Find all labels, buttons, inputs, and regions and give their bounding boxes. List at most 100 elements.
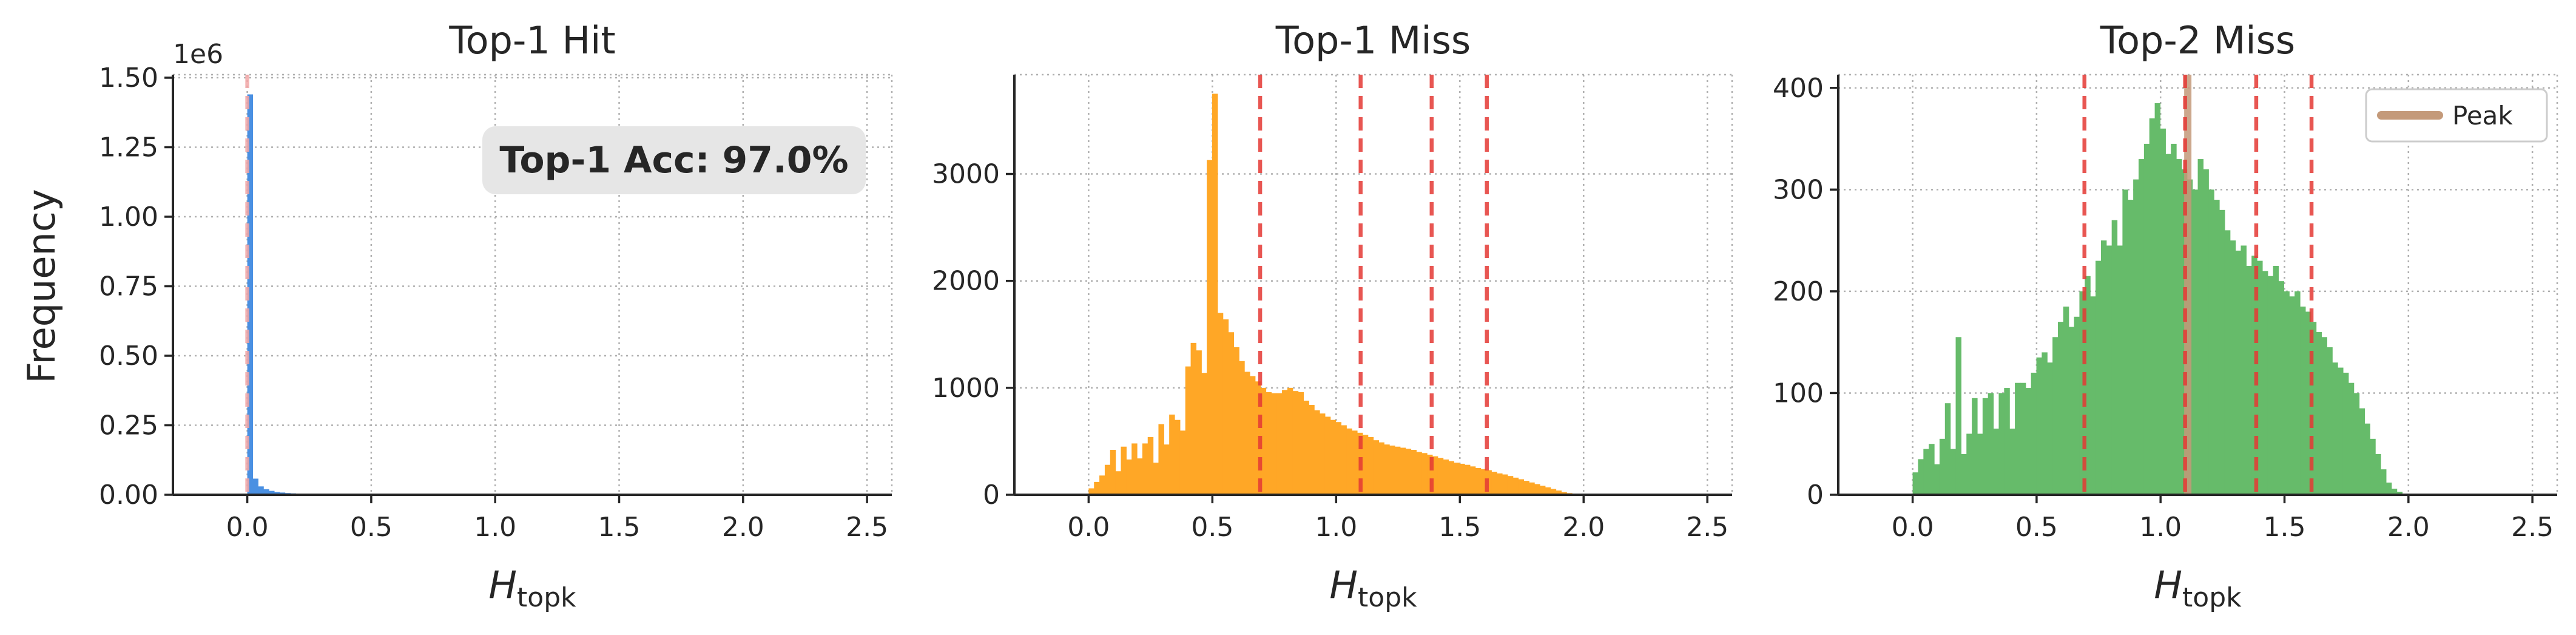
y-tick-label: 1.50 [99, 63, 158, 93]
y-tick-label: 400 [1773, 73, 1824, 104]
histogram-bar [2154, 103, 2161, 495]
histogram-bar [1164, 444, 1170, 495]
x-axis-label-base: H [1329, 563, 1358, 607]
histogram-bar [2074, 316, 2080, 495]
subplot-title: Top-2 Miss [2100, 18, 2295, 63]
histogram-bar [1131, 443, 1138, 495]
histogram-bar [1977, 433, 1983, 495]
histogram-bar [1518, 479, 1524, 495]
histogram-bar [2338, 367, 2344, 495]
y-offset-text: 1e6 [173, 39, 223, 70]
histogram-bar [2063, 307, 2069, 495]
histogram-bar [2284, 291, 2290, 495]
chart-panels: 0.0 0.5 1.0 1.5 2.0 2.50.000.250.500.751.001.… [19, 18, 2558, 613]
histogram-bar [1137, 458, 1143, 495]
histogram-bar [1497, 473, 1503, 495]
histogram-bar [1303, 400, 1309, 495]
histogram-bar [1201, 373, 1207, 495]
histogram-bar [1432, 456, 1438, 495]
histogram-bar [2100, 240, 2107, 495]
histogram-bar [1411, 450, 1417, 495]
x-axis-label: Htopk [2154, 563, 2242, 613]
histogram-bar [1330, 419, 1337, 495]
histogram-bar [1912, 472, 1919, 495]
histogram-bar [2090, 296, 2096, 495]
histogram-bar [2381, 469, 2387, 495]
x-tick-label: 0.5 [1191, 512, 1233, 543]
histogram-bar [2047, 362, 2053, 495]
histogram-bars [1912, 103, 2408, 495]
y-tick-label: 0 [1807, 480, 1824, 511]
histogram-bar [2143, 143, 2150, 495]
histogram-bar [1384, 444, 1390, 495]
histogram-bar [1207, 160, 1213, 495]
y-axis-label: Frequency [19, 189, 64, 383]
y-tick-label: 100 [1773, 378, 1824, 409]
histogram-bar [1341, 425, 1347, 495]
histogram-bar [2004, 388, 2010, 495]
histogram-bar [1196, 350, 1202, 495]
histogram-bar [1185, 366, 1192, 495]
y-tick-label: 300 [1773, 174, 1824, 205]
y-tick-label: 0.75 [99, 271, 158, 302]
histogram-bar [1255, 381, 1261, 495]
histogram-bar [1115, 471, 1122, 495]
histogram-bar [1266, 392, 1272, 495]
histogram-bar [1475, 467, 1482, 495]
histogram-bar [1469, 466, 1476, 495]
y-tick-label: 0.00 [99, 480, 158, 511]
histogram-bar [2171, 143, 2177, 495]
histogram-bar [1955, 337, 1961, 495]
histogram-bar [1988, 393, 1994, 495]
histogram-bar [1448, 461, 1454, 495]
histogram-bar [2009, 429, 2015, 495]
annotation-text: Top-1 Acc: 97.0% [499, 139, 848, 182]
x-tick-label: 2.5 [1686, 512, 1728, 543]
histogram-bar [1239, 361, 1245, 495]
histogram-bar [2289, 296, 2295, 495]
subplot-title: Top-1 Miss [1275, 18, 1471, 63]
histogram-bar [1993, 429, 2000, 495]
y-tick-label: 1.25 [99, 132, 158, 163]
histogram-bar [2042, 352, 2048, 495]
histogram-bar [1480, 469, 1487, 495]
histogram-bar [2321, 337, 2327, 495]
histogram-bar [1966, 433, 1972, 495]
histogram-bar [1233, 347, 1239, 495]
histogram-bar [1292, 391, 1299, 495]
histogram-bar [2262, 271, 2268, 495]
histogram-bar [1427, 454, 1433, 495]
histogram-bar [2224, 230, 2231, 495]
histogram-bar [2015, 382, 2021, 495]
histogram-bar [252, 478, 258, 495]
histogram-bar [2385, 482, 2392, 495]
histogram-bar [1416, 452, 1422, 495]
histogram-bar [1244, 372, 1250, 495]
histogram-bar [2096, 260, 2102, 495]
x-tick-label: 2.5 [846, 512, 888, 543]
histogram-bar [1346, 428, 1352, 495]
histogram-bar [2219, 209, 2225, 495]
y-tick-label: 1000 [932, 373, 1000, 404]
histogram-bar [2294, 291, 2301, 495]
histogram-bar [2085, 276, 2091, 495]
x-axis-label: Htopk [488, 563, 576, 613]
histogram-bar [1512, 477, 1519, 495]
subplot-2: 0.0 0.5 1.0 1.5 2.0 2.5 0 1000 2000 3000 Top-1 Mis… [932, 18, 1733, 613]
histogram-bar [1998, 393, 2004, 495]
x-tick-label: 0.0 [1067, 512, 1110, 543]
x-tick-label: 2.5 [2511, 512, 2554, 543]
histogram-bar [1523, 481, 1529, 495]
subplot-1: 0.0 0.5 1.0 1.5 2.0 2.5 0.00 0.25 0.50 0.75 1.00 1.… [19, 18, 893, 613]
histogram-bar [1217, 313, 1224, 495]
histogram-bar [2246, 265, 2252, 495]
y-tick-label: 200 [1773, 276, 1824, 307]
histogram-bar [1352, 430, 1358, 495]
histogram-bar [1298, 392, 1304, 495]
histogram-bar [247, 94, 254, 495]
histogram-bar [2020, 382, 2026, 495]
histogram-bar [1228, 332, 1234, 495]
y-tick-label: 1.00 [99, 202, 158, 233]
histogram-bar [2310, 322, 2317, 495]
